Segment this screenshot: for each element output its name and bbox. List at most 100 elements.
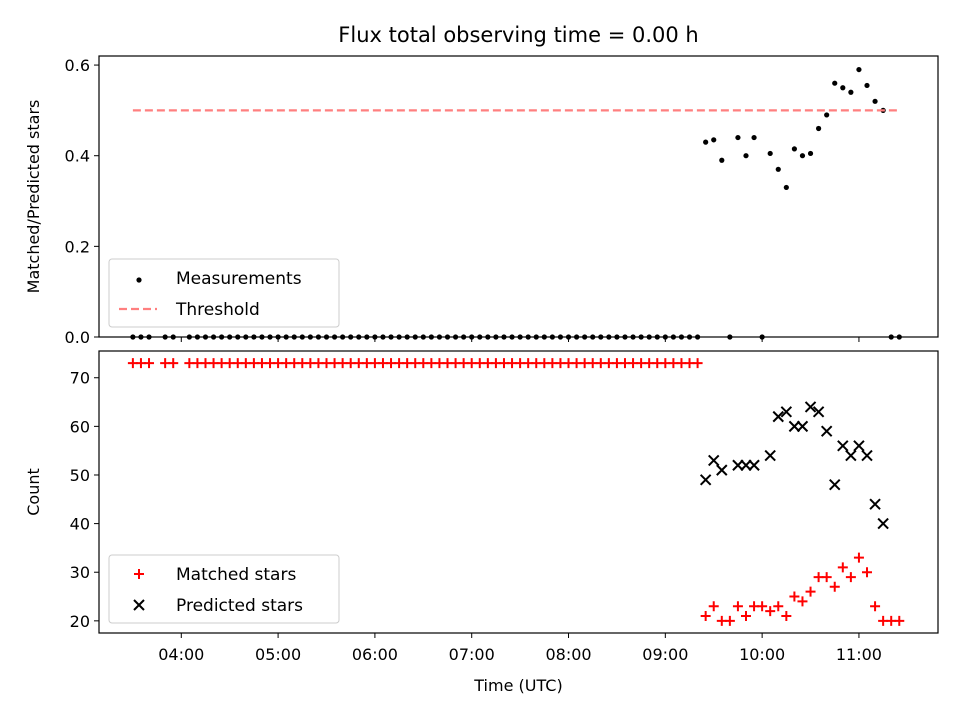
measurement-point: [630, 334, 636, 340]
measurement-point: [694, 334, 701, 340]
measurement-point: [146, 334, 152, 340]
measurement-point: [412, 334, 418, 340]
predicted-star-point: [861, 449, 873, 462]
measurement-point: [162, 334, 168, 340]
matched-star-point: [773, 601, 784, 612]
measurement-point: [452, 334, 459, 340]
measurement-point: [315, 334, 322, 340]
predicted-star-point: [812, 406, 825, 418]
measurement-point: [219, 334, 225, 340]
measurement-point: [727, 334, 733, 340]
measurement-point: [525, 334, 531, 340]
predicted-star-point: [764, 449, 776, 462]
measurement-point: [356, 334, 362, 340]
matched-star-point: [845, 572, 856, 583]
x-tick-label: 10:00: [739, 645, 785, 664]
measurement-point: [170, 334, 176, 340]
measurement-point: [469, 334, 475, 340]
measurement-point: [210, 334, 217, 340]
legend-entry-label: Predicted stars: [176, 596, 303, 616]
measurement-point: [477, 334, 483, 340]
measurement-point: [291, 334, 297, 340]
measurement-point: [396, 334, 402, 340]
measurement-point: [533, 334, 539, 340]
y-axis-label: Count: [24, 468, 43, 516]
legend: Measurements Threshold: [108, 258, 340, 328]
matched-star-point: [757, 601, 768, 612]
measurement-point: [719, 157, 725, 163]
y-tick-label: 0.0: [65, 328, 90, 347]
measurement-point: [872, 98, 878, 104]
matched-star-point: [692, 358, 703, 369]
legend-box: [108, 554, 340, 624]
measurement-point: [670, 334, 676, 340]
y-tick-label: 50: [70, 466, 90, 485]
measurement-point: [807, 150, 814, 157]
measurement-point: [662, 334, 668, 340]
measurement-point: [840, 85, 846, 91]
x-axis-label: Time (UTC): [473, 676, 562, 695]
predicted-star-point: [804, 401, 817, 413]
x-tick-label: 06:00: [352, 645, 398, 664]
measurement-point: [194, 334, 201, 340]
measurement-point: [646, 334, 652, 340]
matched-star-point: [168, 358, 179, 369]
matched-star-point: [821, 572, 832, 583]
measurement-point: [388, 334, 394, 340]
measurement-point: [573, 334, 580, 340]
y-tick-label: 30: [70, 563, 90, 582]
y-tick-label: 60: [70, 417, 90, 436]
x-tick-label: 09:00: [642, 645, 688, 664]
measurement-point: [307, 334, 313, 340]
measurement-point: [517, 334, 523, 340]
predicted-star-point: [877, 517, 889, 530]
matched-star-point: [700, 610, 711, 621]
legend-entry-label: Matched stars: [176, 565, 296, 585]
predicted-star-point: [699, 474, 712, 486]
measurement-point: [622, 334, 628, 340]
matched-star-point: [740, 610, 751, 621]
measurement-point: [654, 334, 660, 340]
measurement-point: [582, 334, 588, 340]
matched-star-point: [837, 562, 848, 573]
measurement-point: [227, 334, 233, 340]
measurement-point: [340, 334, 346, 340]
measurement-point: [832, 80, 838, 86]
measurement-point: [703, 139, 709, 145]
matched-star-point: [870, 601, 881, 612]
measurement-point: [323, 334, 330, 340]
predicted-star-point: [869, 498, 881, 510]
measurement-point: [428, 334, 434, 340]
measurement-point: [364, 334, 370, 340]
measurement-point: [614, 334, 620, 340]
matched-star-point: [708, 601, 719, 612]
measurement-point: [259, 334, 265, 340]
measurement-point: [235, 334, 241, 340]
x-tick-label: 11:00: [836, 645, 882, 664]
measurement-point: [275, 334, 281, 340]
measurement-point: [743, 153, 749, 159]
measurement-point: [202, 334, 209, 340]
x-tick-label: 08:00: [545, 645, 591, 664]
measurement-point: [606, 334, 612, 340]
predicted-star-point: [780, 406, 793, 418]
measurement-point: [686, 334, 693, 340]
matched-star-point: [797, 596, 808, 607]
legend-entry-label: Measurements: [176, 269, 302, 289]
predicted-star-point: [845, 449, 857, 462]
predicted-star-point: [772, 410, 784, 423]
measurement-point: [735, 134, 741, 141]
measurement-point: [767, 150, 773, 157]
measurement-point: [864, 82, 870, 89]
measurement-point: [775, 166, 781, 172]
measurement-point: [799, 153, 806, 159]
y-tick-label: 0.2: [65, 237, 90, 256]
measurement-point: [485, 334, 491, 340]
y-tick-label: 0.4: [65, 147, 90, 166]
x-tick-label: 07:00: [449, 645, 495, 664]
measurement-point: [848, 89, 854, 95]
matched-star-point: [894, 615, 905, 626]
predicted-star-point: [829, 478, 841, 491]
legend-entry-label: Threshold: [175, 300, 260, 320]
